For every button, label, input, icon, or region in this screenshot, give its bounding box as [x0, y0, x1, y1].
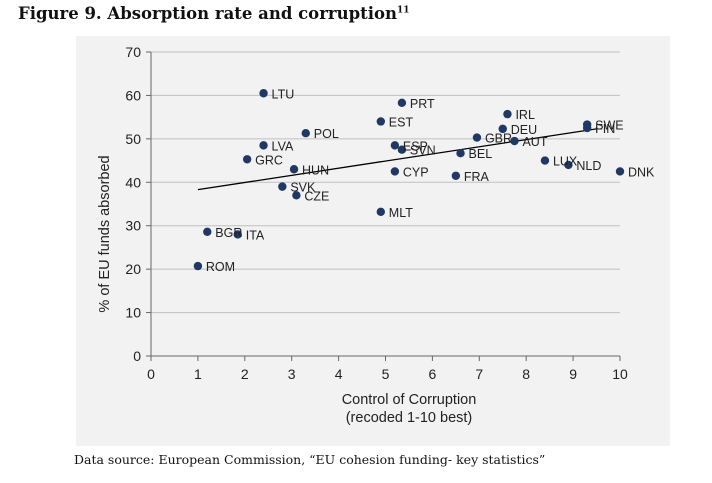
- axes: [146, 51, 621, 361]
- data-source-note: Data source: European Commission, “EU co…: [74, 452, 546, 467]
- y-axis-title: % of EU funds absorbed: [97, 155, 113, 312]
- point-svn: [397, 145, 407, 154]
- x-tick-label-9: 9: [569, 366, 577, 382]
- figure-title: Figure 9. Absorption rate and corruption…: [18, 4, 410, 23]
- point-label-svn: SVN: [410, 144, 436, 158]
- point-label-cze: CZE: [304, 189, 329, 203]
- point-label-pol: POL: [314, 127, 339, 141]
- point-label-irl: IRL: [515, 108, 535, 122]
- point-grc: [242, 155, 252, 164]
- point-fin: [582, 123, 592, 133]
- point-rom: [193, 261, 203, 271]
- point-svk: [278, 182, 287, 191]
- point-cyp: [390, 167, 400, 176]
- x-tick-label-3: 3: [288, 366, 296, 382]
- y-tick-label-70: 70: [125, 44, 141, 60]
- x-tick-label-7: 7: [475, 366, 483, 382]
- chart-panel: 0 10 20 30 40 50 60 70 0 1 2 3 4 5 6 7 8 9 10 LTU PRT IRL EST…: [76, 36, 670, 446]
- footnote-marker: 11: [397, 5, 410, 16]
- x-axis-title: Control of Corruption: [342, 392, 477, 408]
- point-bgr: [203, 227, 212, 236]
- point-label-nld: NLD: [576, 159, 601, 173]
- x-tick-label-1: 1: [194, 366, 202, 382]
- point-label-aut: AUT: [522, 135, 547, 149]
- x-tick-label-0: 0: [147, 366, 155, 382]
- y-tick-label-60: 60: [125, 87, 141, 103]
- point-prt: [397, 98, 407, 108]
- point-label-bgr: BGR: [215, 226, 242, 240]
- point-label-est: EST: [389, 115, 414, 129]
- point-label-lva: LVA: [272, 139, 294, 153]
- point-label-fra: FRA: [464, 170, 490, 184]
- data-points: [193, 89, 625, 271]
- point-label-swe: SWE: [595, 119, 623, 133]
- point-esp: [390, 141, 400, 150]
- point-label-fin: FIN: [595, 122, 615, 136]
- point-label-mlt: MLT: [389, 206, 413, 220]
- point-label-cyp: CYP: [403, 165, 429, 179]
- point-label-rom: ROM: [206, 260, 235, 274]
- y-tick-label-20: 20: [125, 261, 141, 277]
- point-nld: [564, 160, 573, 170]
- grid-lines: [151, 51, 620, 314]
- y-tick-label-0: 0: [133, 348, 141, 364]
- point-label-gbr: GBR: [485, 132, 512, 146]
- x-tick-label-4: 4: [335, 366, 343, 382]
- point-est: [376, 117, 386, 126]
- tick-labels: 0 10 20 30 40 50 60 70 0 1 2 3 4 5 6 7 8 9 10: [125, 44, 628, 382]
- point-irl: [503, 109, 512, 119]
- x-tick-label-6: 6: [429, 366, 437, 382]
- x-tick-label-5: 5: [382, 366, 390, 382]
- figure-title-text: Figure 9. Absorption rate and corruption: [18, 4, 398, 23]
- point-gbr: [472, 133, 482, 142]
- y-tick-label-10: 10: [125, 305, 141, 321]
- point-dnk: [615, 167, 625, 176]
- point-bel: [456, 148, 465, 158]
- y-tick-label-50: 50: [125, 131, 141, 147]
- x-axis-subtitle: (recoded 1-10 best): [346, 410, 473, 426]
- x-tick-label-10: 10: [612, 366, 628, 382]
- point-label-bel: BEL: [469, 147, 493, 161]
- point-aut: [510, 136, 519, 146]
- scatter-chart: 0 10 20 30 40 50 60 70 0 1 2 3 4 5 6 7 8 9 10 LTU PRT IRL EST…: [97, 44, 655, 426]
- point-label-ltu: LTU: [272, 87, 295, 101]
- point-ita: [233, 230, 242, 239]
- point-hun: [289, 165, 299, 174]
- point-mlt: [376, 207, 386, 217]
- point-deu: [498, 124, 507, 134]
- x-tick-label-8: 8: [522, 366, 530, 382]
- trendline: [197, 128, 597, 191]
- point-label-esp: ESP: [403, 139, 428, 153]
- point-label-grc: GRC: [255, 153, 283, 167]
- point-pol: [301, 129, 310, 138]
- trendline-layer: [197, 128, 597, 191]
- point-label-prt: PRT: [410, 97, 435, 111]
- point-ltu: [259, 89, 268, 98]
- point-lva: [259, 141, 268, 150]
- y-tick-label-30: 30: [125, 218, 141, 234]
- point-fra: [451, 171, 461, 180]
- point-label-lux: LUX: [553, 155, 578, 169]
- point-label-ita: ITA: [246, 228, 265, 242]
- point-lux: [540, 156, 550, 165]
- y-tick-label-40: 40: [125, 174, 141, 190]
- point-label-svk: SVK: [290, 181, 316, 195]
- point-label-dnk: DNK: [628, 165, 655, 179]
- point-label-hun: HUN: [302, 163, 329, 177]
- point-label-deu: DEU: [511, 123, 537, 137]
- x-tick-label-2: 2: [241, 366, 249, 382]
- point-cze: [292, 191, 301, 200]
